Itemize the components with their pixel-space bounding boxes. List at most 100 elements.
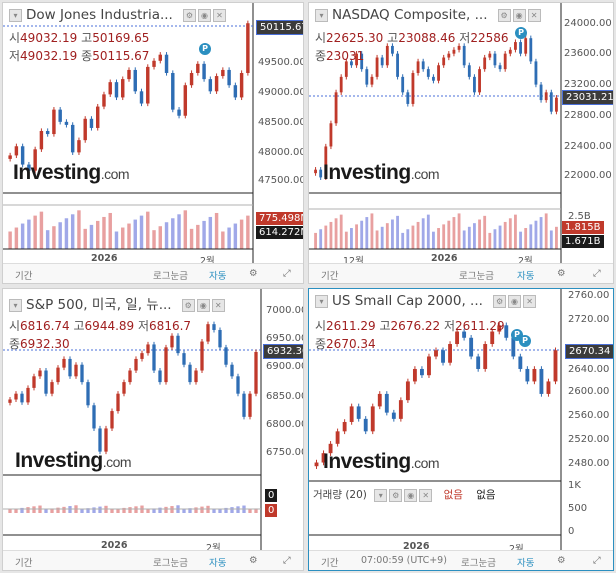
close-icon[interactable]: ✕ [213,9,226,22]
auto-scale-button[interactable]: 자동 [209,271,227,282]
investing-logo: Investing.com [15,449,132,472]
settings-icon[interactable]: ⚙ [497,9,511,22]
candle-body [92,405,96,429]
candle-body [360,53,364,70]
close-icon[interactable]: ✕ [523,295,537,308]
volume-bar [56,507,60,513]
volume-bar [158,226,163,249]
chart-pane-us-small-cap[interactable]: ▾ US Small Cap 2000, ... ⚙ ◉ ✕ 시2611.29 고26… [308,288,614,571]
chart-pane-sp500[interactable]: ▾ S&P 500, 미국, 일, 뉴... ⚙ ◉ ✕ 시6816.74 고6944… [2,288,304,571]
collapse-icon[interactable]: ▾ [9,299,22,312]
chart-pane-dow-jones[interactable]: ▾ Dow Jones Industria... ⚙ ◉ ✕ 시49032.19 고5… [2,2,304,284]
settings-icon[interactable]: ⚙ [249,268,258,279]
y-tick: 2720.00 [568,314,610,325]
volume-bar [133,219,137,249]
pin-icon[interactable]: P [199,43,211,55]
settings-icon[interactable]: ⚙ [181,299,195,312]
volume-bar [370,213,374,249]
candle-body [328,443,333,454]
auto-scale-button[interactable]: 자동 [517,558,535,569]
collapse-icon[interactable]: ▾ [315,295,328,308]
volume-bar [177,214,181,249]
investing-logo: Investing.com [13,161,130,184]
settings-icon[interactable]: ⚙ [389,488,403,502]
candle-body [380,57,384,66]
log-scale-button[interactable]: 로그눈금 [153,558,188,569]
candle-body [39,131,44,150]
collapse-icon[interactable]: ▾ [374,488,388,502]
eye-icon[interactable]: ◉ [404,488,418,502]
volume-bar [102,216,106,249]
y-tick: 2640.00 [568,364,610,375]
settings-icon[interactable]: ⚙ [557,555,566,566]
auto-scale-button[interactable]: 자동 [517,271,535,282]
close-icon[interactable]: ✕ [527,9,541,22]
period-button[interactable]: 기간 [321,558,339,569]
y-tick: 6950.00 [266,333,304,344]
candle-body [476,356,481,369]
volume-bar [483,215,487,249]
settings-icon[interactable]: ⚙ [557,268,566,279]
volume-label-1: 1.815B [562,221,604,234]
candle-body [335,431,340,444]
candle-body [406,92,410,104]
fullscreen-icon[interactable]: ⤢ [283,555,291,566]
candle-body [544,92,548,101]
eye-icon[interactable]: ◉ [512,9,526,22]
period-button[interactable]: 기간 [321,271,339,282]
candle-body [342,421,347,432]
settings-icon[interactable]: ⚙ [249,555,258,566]
fullscreen-icon[interactable]: ⤢ [593,268,601,279]
pin-icon[interactable]: P [515,27,527,39]
fullscreen-icon[interactable]: ⤢ [593,555,601,566]
chart-title-row: ▾ Dow Jones Industria... ⚙ ◉ ✕ [9,7,228,23]
period-button[interactable]: 기간 [15,558,33,569]
candle-body [448,344,452,363]
volume-bar [416,221,420,249]
y-tick: 2600.00 [568,386,610,397]
candle-body [370,76,374,85]
candle-body [524,38,528,54]
log-scale-button[interactable]: 로그눈금 [153,271,188,282]
x-tick: 2026 [431,253,458,264]
candle-body [239,73,244,98]
chart-pane-nasdaq[interactable]: ▾ NASDAQ Composite, ... ⚙ ◉ ✕ 시22625.30 고23… [308,2,614,284]
volume-bar [396,215,399,249]
auto-scale-button[interactable]: 자동 [209,558,227,569]
period-button[interactable]: 기간 [15,271,33,282]
candle-body [396,53,399,77]
fullscreen-icon[interactable]: ⤢ [283,268,291,279]
volume-bar [498,225,502,249]
y-tick: 6800.00 [266,419,304,430]
candle-body [518,356,523,369]
close-icon[interactable]: ✕ [211,299,225,312]
eye-icon[interactable]: ◉ [198,9,211,22]
candle-body [89,118,94,128]
collapse-icon[interactable]: ▾ [315,9,328,22]
volume-bar [8,509,12,513]
candle-body [158,54,163,61]
volume-header: 거래량 (20) ▾ ⚙ ◉ ✕ 없음 없음 [313,487,496,502]
settings-icon[interactable]: ⚙ [183,9,196,22]
eye-icon[interactable]: ◉ [508,295,522,308]
volume-value-1: 없음 [443,489,463,501]
log-scale-button[interactable]: 로그눈금 [461,558,496,569]
settings-icon[interactable]: ⚙ [493,295,507,308]
pin-icon[interactable]: P [519,335,531,347]
candle-body [68,358,72,377]
log-scale-button[interactable]: 로그눈금 [459,271,494,282]
candle-body [391,45,394,54]
candle-body [74,364,78,377]
candle-body [401,76,405,93]
candle-body [321,453,326,463]
candle-body [102,94,106,107]
close-icon[interactable]: ✕ [419,488,433,502]
chart-title-row: ▾ NASDAQ Composite, ... ⚙ ◉ ✕ [315,7,543,23]
volume-bar [524,228,528,249]
y-tick: 22000.00 [564,170,612,181]
collapse-icon[interactable]: ▾ [9,9,22,22]
volume-bar [95,220,100,249]
y-tick: 6850.00 [266,391,304,402]
eye-icon[interactable]: ◉ [196,299,210,312]
volume-bar [110,509,114,513]
